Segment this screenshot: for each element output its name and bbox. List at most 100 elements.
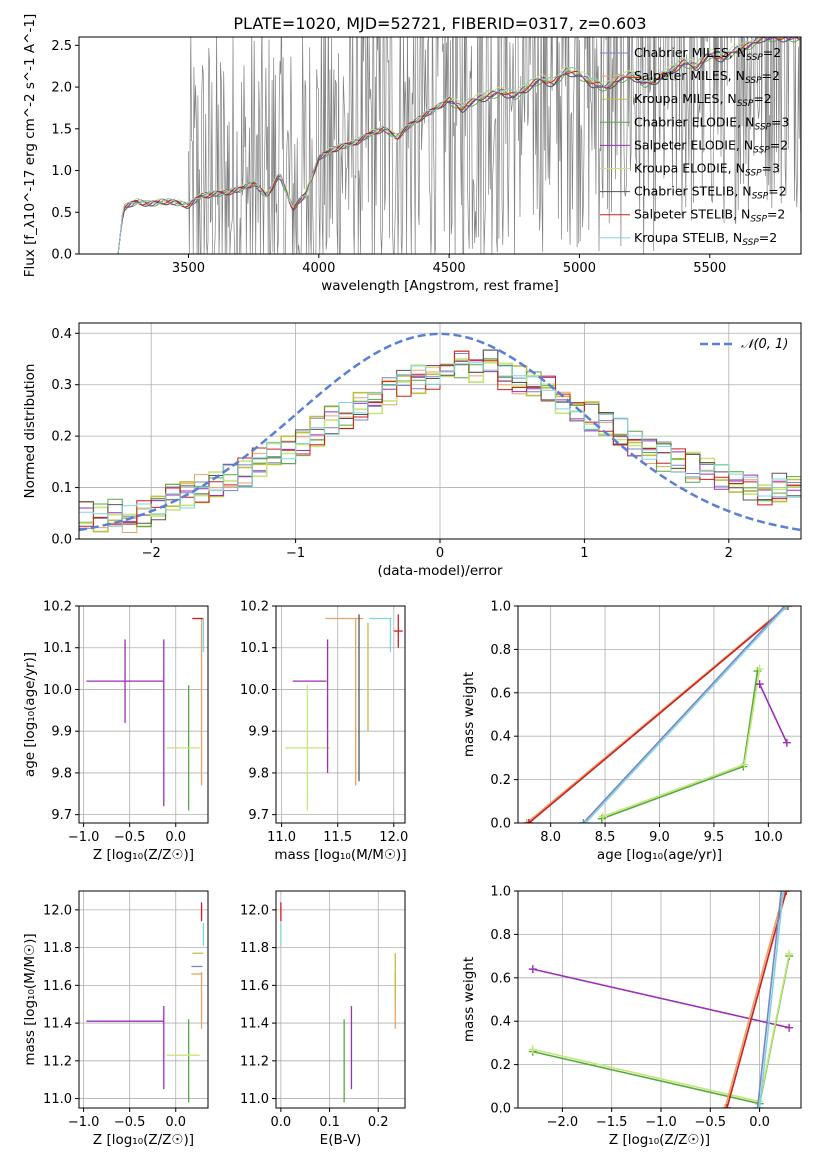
- axes-frame: [275, 890, 406, 1109]
- massweight-line-chabrier_miles: [582, 606, 786, 823]
- legend-subscript: SSP: [754, 122, 771, 132]
- x-tick-label: −2: [142, 546, 161, 561]
- residuals-plot-area: [79, 332, 801, 533]
- y-tick-label: 0.4: [490, 1015, 511, 1030]
- legend-label: Chabrier ELODIE, NSSP=3: [634, 114, 789, 132]
- y-tick-label: 1.0: [490, 885, 511, 900]
- x-tick-label: 0.0: [165, 1115, 186, 1130]
- y-tick-label: 9.8: [51, 766, 72, 781]
- massweight-line-salpeter_stelib: [726, 891, 787, 1108]
- massweight-marker: [740, 760, 749, 769]
- x-axis-label: Z [log₁₀(Z/Z☉)]: [93, 847, 194, 863]
- legend-suffix: =2: [762, 68, 780, 83]
- massweight-line-salpeter_miles: [724, 891, 785, 1108]
- massweight-marker: [782, 891, 791, 895]
- y-tick-label: 0.4: [490, 730, 511, 745]
- observed-spectrum-line: [188, 37, 801, 254]
- y-tick-label: 11.0: [240, 1092, 269, 1107]
- legend-label: Salpeter MILES, NSSP=2: [634, 68, 780, 86]
- massweight-marker: [755, 1104, 764, 1108]
- massweight_vs_age-plot-area: [522, 606, 792, 823]
- x-tick-label: −0.5: [114, 1115, 146, 1130]
- massweight-marker: [598, 812, 607, 821]
- x-tick-label: −1.0: [645, 1115, 677, 1130]
- y-tick-label: 9.9: [248, 725, 269, 740]
- legend-suffix: =2: [759, 230, 777, 245]
- massweight_vs_age-panel: 8.0 8.5 9.0 9.5 10.0 0.0 0.2 0.4 0.6 0.8 1.0 age [l…: [461, 600, 802, 863]
- massweight-marker: [779, 891, 788, 895]
- y-tick-label: 0.0: [51, 248, 72, 263]
- y-tick-label: 9.7: [248, 808, 269, 823]
- x-tick-label: 0.2: [368, 1115, 389, 1130]
- massweight-marker: [782, 606, 791, 610]
- legend-suffix: =2: [770, 137, 788, 152]
- x-tick-label: −2.0: [547, 1115, 579, 1130]
- y-tick-label: 12.0: [240, 903, 269, 918]
- x-axis-label: Z [log₁₀(Z/Z☉)]: [93, 1132, 194, 1148]
- age_vs_mass-panel: 11.0 11.5 12.0 9.7 9.8 9.9 10.0 10.1 10.2 mass [l…: [240, 600, 408, 864]
- y-tick-label: 0.0: [51, 533, 72, 548]
- massweight-line-chabrier_elodie: [601, 670, 759, 820]
- massweight-line-kroupa_elodie: [602, 668, 761, 818]
- y-tick-label: 9.8: [248, 766, 269, 781]
- age_vs_Z-plot-area: [86, 617, 205, 811]
- y-tick-label: 10.0: [43, 683, 72, 698]
- spectrum-legend: Chabrier MILES, NSSP=2 Salpeter MILES, NS…: [600, 45, 789, 248]
- massweight-marker: [579, 819, 588, 823]
- x-axis-label: wavelength [Angstrom, rest frame]: [321, 278, 559, 294]
- mass_vs_ebv-panel: 0.0 0.1 0.2 11.0 11.2 11.4 11.6 11.8 12.0 E(B-V): [240, 890, 406, 1148]
- y-tick-label: 9.7: [51, 808, 72, 823]
- spectrum-panel: 3500 4000 4500 5000 5500 0.0 0.5 1.0 1.5 2.0 2.5 wa…: [22, 14, 802, 294]
- y-tick-label: 10.2: [43, 600, 72, 615]
- y-tick-label: 10.2: [240, 600, 269, 615]
- massweight-marker: [777, 891, 786, 895]
- legend-suffix: =2: [768, 184, 786, 199]
- axes-frame: [517, 890, 802, 1109]
- x-tick-label: 9.5: [704, 830, 725, 845]
- age_vs_mass-plot-area: [284, 614, 403, 811]
- legend-subscript: SSP: [750, 215, 767, 225]
- massweight-marker: [785, 949, 794, 958]
- legend-label: 𝒩(0, 1): [741, 337, 788, 352]
- massweight-marker: [783, 606, 792, 610]
- y-tick-label: 2.0: [51, 81, 72, 96]
- massweight-marker: [581, 819, 590, 823]
- x-axis-label: age [log₁₀(age/yr)]: [597, 847, 722, 863]
- massweight-line-salpeter_elodie: [758, 683, 788, 744]
- x-tick-label: 11.5: [323, 830, 352, 845]
- model-spectrum-kroupa_stelib: [117, 37, 801, 254]
- y-tick-label: 1.0: [51, 164, 72, 179]
- legend-subscript: SSP: [752, 192, 769, 202]
- x-tick-label: 1: [580, 546, 588, 561]
- x-tick-label: 11.0: [267, 830, 296, 845]
- legend-suffix: =2: [767, 207, 785, 222]
- legend-subscript: SSP: [746, 53, 763, 63]
- legend-suffix: =3: [771, 114, 789, 129]
- x-tick-label: 4000: [302, 261, 335, 276]
- x-tick-label: 12.0: [379, 830, 408, 845]
- legend-label: Chabrier MILES, NSSP=2: [634, 45, 781, 63]
- y-tick-label: 0.1: [51, 481, 72, 496]
- y-axis-label: mass weight: [461, 672, 477, 757]
- legend-label: Salpeter STELIB, NSSP=2: [634, 207, 785, 225]
- x-tick-label: 5000: [563, 261, 596, 276]
- x-tick-label: 0.0: [271, 1115, 292, 1130]
- massweight_vs_Z-panel: −2.0 −1.5 −1.0 −0.5 0.0 0.0 0.2 0.4 0.6 0.8 1.0 Z […: [461, 885, 802, 1148]
- y-tick-label: 11.0: [43, 1092, 72, 1107]
- y-axis-label: mass [log₁₀(M/M☉)]: [22, 933, 38, 1065]
- y-tick-label: 0.5: [51, 206, 72, 221]
- x-tick-label: −1.5: [596, 1115, 628, 1130]
- massweight-line-kroupa_stelib: [584, 606, 788, 823]
- massweight-line-salpeter_miles: [526, 606, 788, 823]
- x-tick-label: 9.0: [649, 830, 670, 845]
- legend-suffix: =2: [763, 45, 781, 60]
- y-tick-label: 0.8: [490, 928, 511, 943]
- y-tick-label: 10.1: [43, 641, 72, 656]
- age_vs_Z-panel: −1.0 −0.5 0.0 9.7 9.8 9.9 10.0 10.1 10.2 Z [log₁₀…: [22, 600, 209, 863]
- massweight-marker: [753, 1104, 762, 1108]
- massweight-line-salpeter_elodie: [532, 968, 790, 1029]
- y-tick-label: 10.0: [240, 683, 269, 698]
- x-tick-label: −1.0: [68, 830, 100, 845]
- y-tick-label: 0.2: [490, 773, 511, 788]
